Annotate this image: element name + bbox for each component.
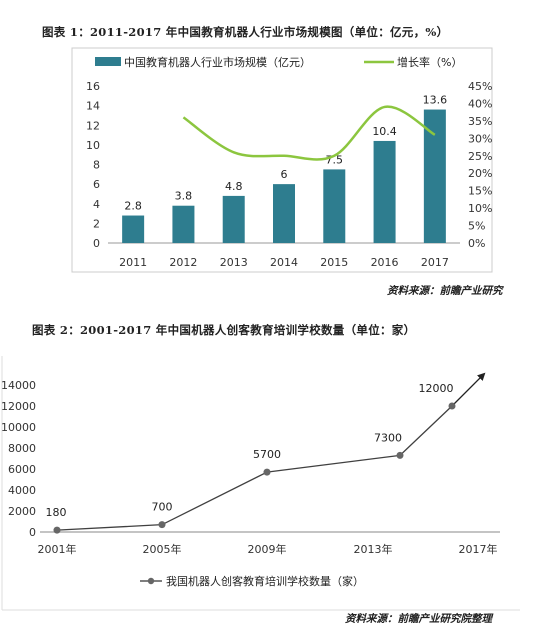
y-tick-label: 6: [93, 178, 100, 191]
y2-tick-label: 15%: [468, 185, 492, 198]
data-point: [396, 451, 404, 459]
x-tick-label: 2017年: [459, 542, 498, 556]
y2-tick-label: 30%: [468, 132, 492, 145]
y-tick-label: 14: [86, 100, 100, 113]
x-tick-label: 2012: [169, 256, 197, 269]
y2-tick-label: 0%: [468, 237, 485, 250]
data-point: [448, 402, 456, 410]
chart1-frame: [71, 47, 493, 273]
bar: [273, 184, 295, 243]
bar-value-label: 6: [281, 168, 288, 181]
chart2-legend-swatch-marker: [147, 577, 155, 585]
chart1-title: 图表 1：2011-2017 年中国教育机器人行业市场规模图（单位：亿元，%）: [42, 25, 449, 39]
y-tick-label: 8000: [8, 442, 36, 455]
point-value-label: 700: [152, 501, 173, 514]
y2-tick-label: 20%: [468, 167, 492, 180]
data-point: [263, 468, 271, 476]
bar: [423, 109, 446, 243]
x-tick-label: 2015: [320, 256, 348, 269]
point-value-label: 5700: [253, 448, 281, 461]
y2-tick-label: 5%: [468, 220, 485, 233]
growth-rate-line: [182, 105, 436, 161]
y-tick-label: 10000: [1, 421, 36, 434]
chart1-svg: 中国教育机器人行业市场规模（亿元） 增长率（%） 0 2 4 6 8 10 12 14 16 0…: [71, 47, 493, 273]
y-tick-label: 12000: [1, 400, 36, 413]
x-tick-label: 2017: [421, 256, 449, 269]
x-tick-label: 2011: [119, 256, 147, 269]
y2-tick-label: 10%: [468, 202, 492, 215]
x-tick-label: 2013: [220, 256, 248, 269]
x-tick-label: 2014: [270, 256, 298, 269]
y2-tick-label: 45%: [468, 80, 492, 93]
bar-value-label: 4.8: [225, 180, 243, 193]
x-tick-label: 2009年: [248, 542, 287, 556]
y-tick-label: 14000: [1, 379, 36, 392]
y-tick-label: 0: [93, 237, 100, 250]
y-tick-label: 4: [93, 198, 100, 211]
y-tick-label: 0: [29, 526, 36, 539]
y2-tick-label: 25%: [468, 150, 492, 163]
y2-tick-label: 40%: [468, 97, 492, 110]
x-tick-label: 2005年: [143, 542, 182, 556]
x-tick-label: 2016: [371, 256, 399, 269]
y-tick-label: 4000: [8, 484, 36, 497]
y-tick-label: 2000: [8, 505, 36, 518]
chart2-source: 资料来源：前瞻产业研究院整理: [345, 613, 492, 625]
y-tick-label: 16: [86, 80, 100, 93]
chart2-legend-label: 我国机器人创客教育培训学校数量（家）: [166, 574, 364, 588]
trend-arrow: [451, 372, 486, 407]
bar: [373, 140, 396, 243]
chart2-title: 图表 2：2001-2017 年中国机器人创客教育培训学校数量（单位：家）: [32, 323, 416, 337]
point-value-label: 180: [46, 506, 67, 519]
schools-count-line: [56, 405, 453, 531]
bar: [222, 195, 245, 243]
bar-value-label: 13.6: [423, 94, 448, 107]
bar: [323, 169, 346, 243]
bar-value-label: 2.8: [124, 200, 142, 213]
y-tick-label: 2: [93, 217, 100, 230]
y-tick-label: 8: [93, 159, 100, 172]
y2-tick-label: 35%: [468, 115, 492, 128]
bar-value-label: 10.4: [372, 125, 397, 138]
chart1-source: 资料来源：前瞻产业研究: [387, 285, 503, 297]
y-tick-label: 6000: [8, 463, 36, 476]
y-tick-label: 12: [86, 119, 100, 132]
legend-line-label: 增长率（%）: [397, 55, 462, 69]
bar: [122, 215, 145, 243]
bar: [172, 205, 195, 243]
point-value-label: 7300: [374, 431, 402, 444]
point-value-label: 12000: [419, 382, 454, 395]
x-tick-label: 2013年: [354, 542, 393, 556]
bar-value-label: 3.8: [175, 190, 193, 203]
y-tick-label: 10: [86, 139, 100, 152]
legend-bar-swatch: [95, 57, 121, 66]
legend-bar-label: 中国教育机器人行业市场规模（亿元）: [124, 55, 311, 69]
data-point: [158, 521, 166, 529]
x-tick-label: 2001年: [38, 542, 77, 556]
data-point: [53, 526, 61, 534]
